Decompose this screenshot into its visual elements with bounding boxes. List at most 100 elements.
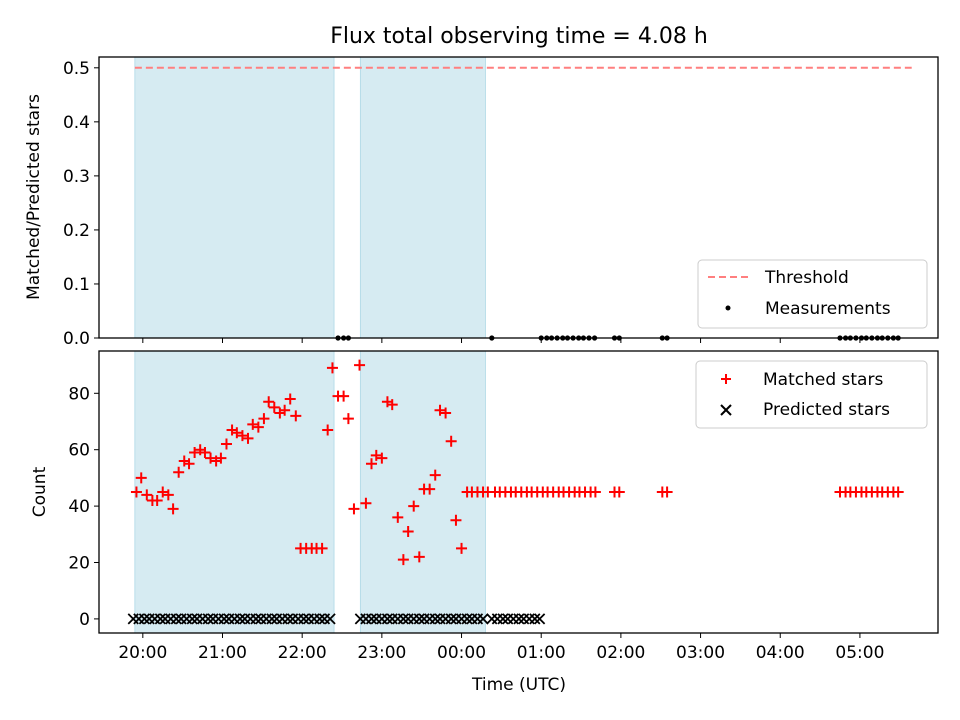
matched-stars-point [434,404,446,416]
matched-stars-point [408,500,420,512]
predicted-stars-point [154,613,166,625]
matched-stars-point [258,413,270,425]
count-legend: Matched stars Predicted stars [695,360,928,429]
predicted-stars-point [518,613,530,625]
matched-stars-point [252,421,264,433]
matched-stars-point [162,489,174,501]
matched-stars-point [440,407,452,419]
predicted-stars-point [445,613,457,625]
matched-stars-point [316,542,328,554]
matched-stars-point [268,401,280,413]
x-tick-label: 03:00 [676,643,725,663]
matched-stars-point [279,404,291,416]
matched-stars-point [429,469,441,481]
y-tick-label: 0.1 [63,275,90,295]
matched-stars-point [613,486,625,498]
count-axis-label: Count [30,466,50,517]
predicted-stars-point [529,613,541,625]
matched-stars-point [338,390,350,402]
matched-stars-point [189,447,201,459]
predicted-stars-point [365,613,378,625]
matched-stars-point [135,472,147,484]
x-tick-label: 01:00 [517,643,566,663]
y-tick-label: 0.0 [63,329,90,349]
matched-stars-point [141,489,153,501]
predicted-stars-point [513,613,525,625]
matched-stars-point [342,413,354,425]
matched-stars-point [322,424,334,436]
matched-stars-point [236,430,248,442]
predicted-stars-point [314,613,326,625]
x-tick-label: 00:00 [437,643,486,663]
measurements-legend-label: Measurements [765,299,891,319]
matched-stars-point [445,435,457,447]
y-tick-label: 80 [68,384,90,404]
threshold-legend-label: Threshold [764,268,849,288]
y-tick-label: 0 [79,610,90,630]
count-panel: 20:00 21:00 22:00 23:00 00:00 01:00 02:00 03:00… [30,350,939,695]
matched-stars-point [354,359,366,371]
matched-stars-point [263,396,275,408]
predicted-stars-point [429,613,441,625]
matched-stars-point [348,503,360,515]
observing-window-1 [134,56,335,339]
matched-stars-point [205,452,217,464]
predicted-stars-point [138,613,151,625]
y-tick-label: 20 [68,554,90,574]
predicted-stars-point [250,613,262,625]
matched-stars-point [151,494,163,506]
matched-stars-point [376,452,388,464]
predicted-stars-point [491,613,504,625]
predicted-stars-point [413,613,425,625]
predicted-stars-point [186,613,198,625]
matched-stars-point [199,447,211,459]
ratio-panel: 0.0 0.1 0.2 0.3 0.4 0.5 Matched/Predicted sta… [24,56,939,349]
matched-stars-point [450,514,462,526]
matched-stars-point [167,503,179,515]
matched-stars-point [215,452,227,464]
matched-stars-point [397,554,409,566]
measurements-legend-swatch [725,305,731,311]
matched-stars-point [157,486,169,498]
x-tick-label: 21:00 [198,643,247,663]
matched-stars-point [402,525,414,537]
matched-stars-point [242,432,254,444]
predicted-stars-point [502,613,514,625]
predicted-stars-point [477,613,489,625]
predicted-stars-point [461,613,473,625]
predicted-stars-legend-swatch [720,404,732,416]
matched-stars-point [456,542,468,554]
predicted-stars-point [202,613,214,625]
matched-stars-point [130,486,142,498]
matched-stars-point [392,511,404,523]
predicted-stars-point [497,613,509,625]
matched-stars-point [365,458,377,470]
ratio-legend: Threshold Measurements [697,259,928,329]
predicted-stars-point [282,613,294,625]
matched-stars-legend-swatch [721,374,731,384]
matched-stars-point [589,486,601,498]
y-tick-label: 0.4 [63,113,90,133]
matched-stars-point [173,466,185,478]
matched-stars-point [231,427,243,439]
predicted-stars-point [486,613,498,625]
y-tick-label: 60 [68,441,90,461]
predicted-stars-point [266,613,278,625]
ratio-axis-label: Matched/Predicted stars [24,94,44,300]
predicted-stars-point [324,613,336,625]
predicted-stars-point [298,613,310,625]
x-tick-label: 05:00 [835,643,884,663]
matched-stars-point [326,362,338,374]
predicted-stars-point [533,613,546,625]
matched-stars-point [413,551,425,563]
matched-stars-point [892,486,904,498]
matched-stars-point [661,486,673,498]
x-tick-label: 23:00 [357,643,406,663]
x-tick-label: 04:00 [756,643,805,663]
predicted-stars-point [170,613,182,625]
chart-title: Flux total observing time = 4.08 h [330,24,708,49]
matched-stars-point [360,497,372,509]
matched-stars-point [370,449,382,461]
matched-stars-point [247,418,259,430]
